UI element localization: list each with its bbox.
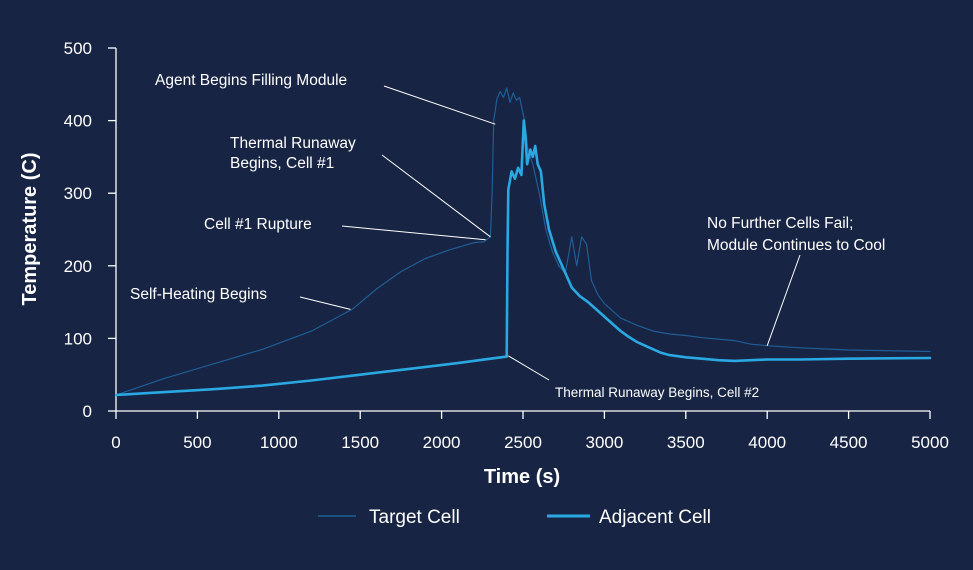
annotation-leader-line <box>383 85 496 125</box>
x-tick-label: 4500 <box>830 433 868 452</box>
x-tick-label: 2500 <box>504 433 542 452</box>
annotation-leader-line <box>299 296 351 310</box>
legend: Target Cell Adjacent Cell <box>318 507 711 528</box>
annotation-label: No Further Cells Fail; <box>707 215 853 232</box>
x-tick-label: 1500 <box>341 433 379 452</box>
x-tick-label: 3500 <box>667 433 705 452</box>
annotation-label: Thermal Runaway Begins, Cell #2 <box>555 385 759 400</box>
series-line-target-cell <box>115 87 931 396</box>
y-tick-label: 300 <box>64 184 92 203</box>
legend-label-target-cell: Target Cell <box>369 507 460 528</box>
x-tick-label: 5000 <box>911 433 949 452</box>
annotation-leader-line <box>508 355 550 381</box>
annotation-leader-line <box>381 154 491 238</box>
y-axis-title: Temperature (C) <box>19 153 41 306</box>
series-group <box>114 87 932 397</box>
annotation-label: Thermal Runaway <box>230 135 356 152</box>
series-line-adjacent-cell <box>114 119 932 397</box>
x-tick-label: 500 <box>183 433 211 452</box>
annotation-leader-line <box>341 225 486 241</box>
y-tick-label: 100 <box>64 329 92 348</box>
x-axis-title: Time (s) <box>484 466 560 488</box>
x-tick-label: 1000 <box>260 433 298 452</box>
x-tick-label: 0 <box>111 433 120 452</box>
x-tick-label: 2000 <box>423 433 461 452</box>
x-tick-label: 4000 <box>748 433 786 452</box>
x-ticks: 0 500 1000 1500 2000 2500 3000 3500 4000 4500 5000 <box>111 411 949 452</box>
annotation-label: Agent Begins Filling Module <box>155 72 347 89</box>
annotation-label: Self-Heating Begins <box>130 286 267 303</box>
legend-label-adjacent-cell: Adjacent Cell <box>599 507 711 528</box>
x-tick-label: 3000 <box>585 433 623 452</box>
y-tick-label: 0 <box>83 402 92 421</box>
y-tick-label: 500 <box>64 39 92 58</box>
y-ticks: 0 100 200 300 400 500 <box>64 39 116 421</box>
annotation-leader-line <box>766 254 801 346</box>
annotation-label: Begins, Cell #1 <box>230 155 334 172</box>
annotation-label: Module Continues to Cool <box>707 237 885 254</box>
annotation-label: Cell #1 Rupture <box>204 216 312 233</box>
y-tick-label: 200 <box>64 257 92 276</box>
y-tick-label: 400 <box>64 112 92 131</box>
annotations: Agent Begins Filling Module Thermal Runaw… <box>130 72 885 400</box>
